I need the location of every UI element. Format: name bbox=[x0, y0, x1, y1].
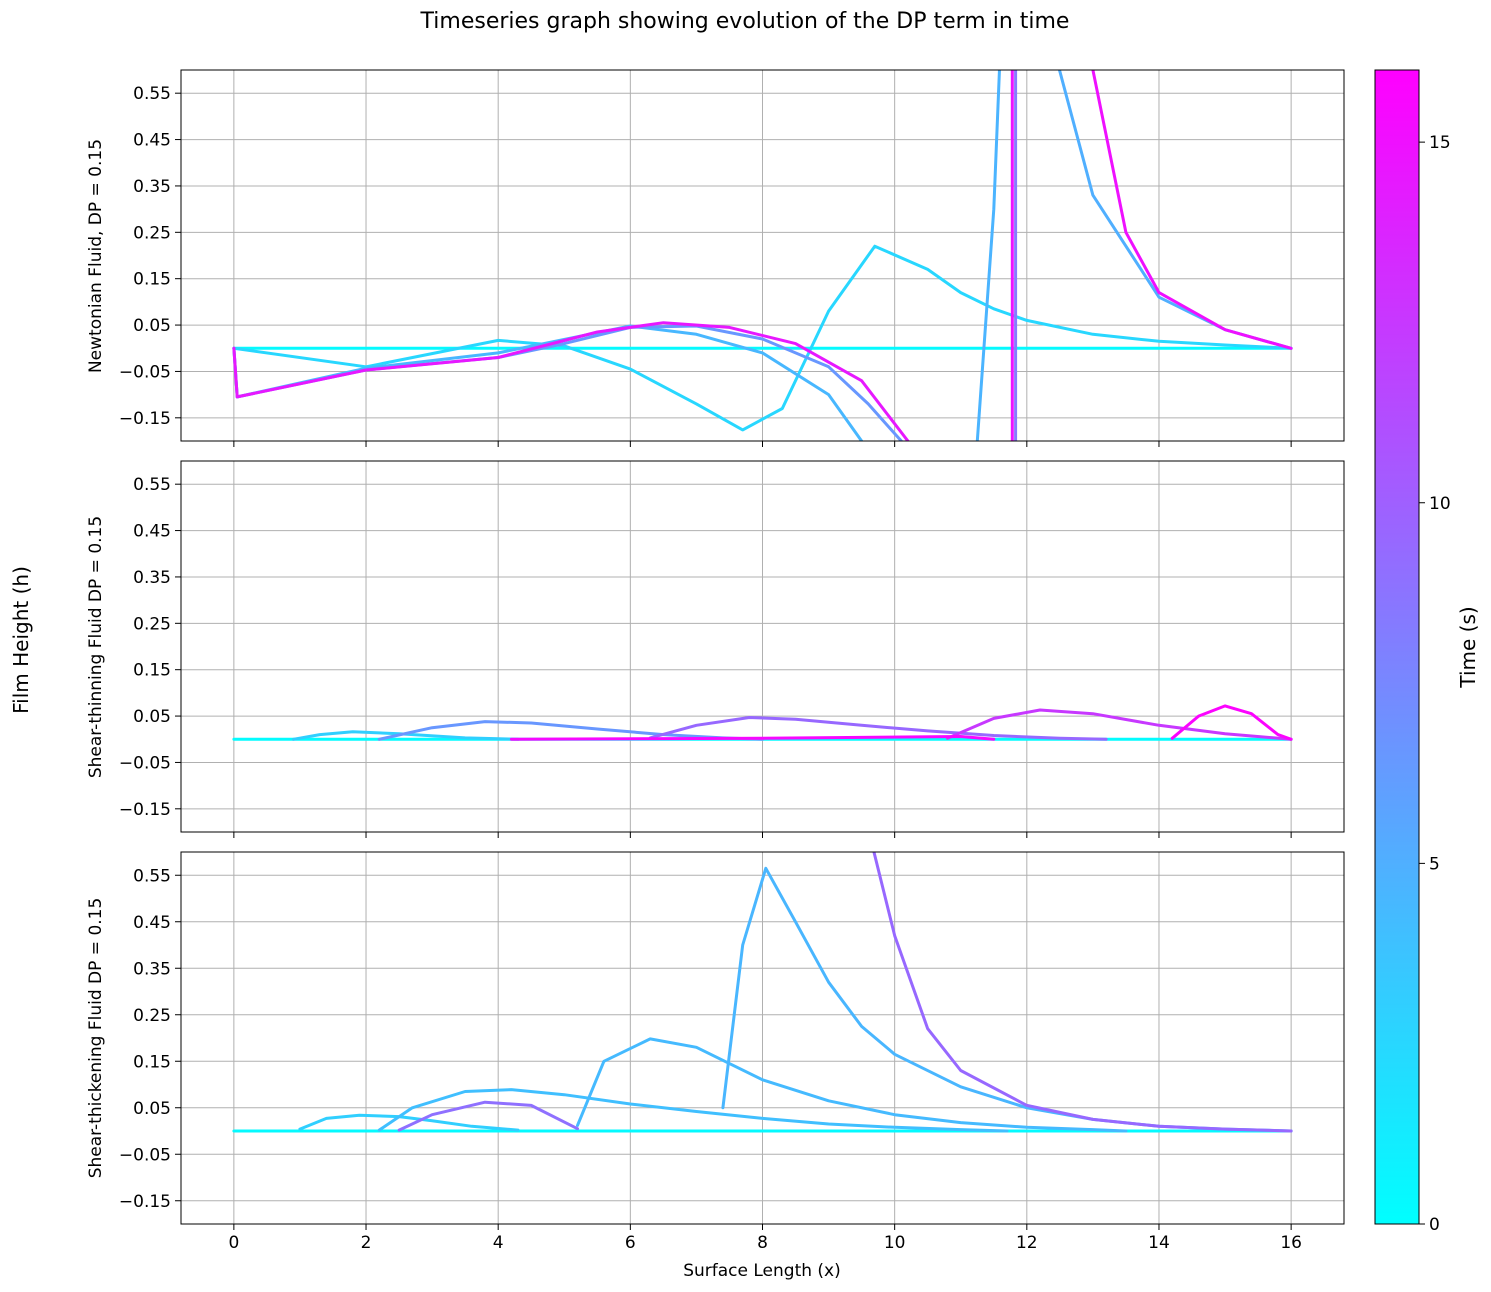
x-tick-label: 14 bbox=[1148, 1233, 1170, 1253]
series-line bbox=[377, 1088, 1009, 1133]
panel-2-lines bbox=[232, 852, 1293, 1133]
y-tick-label: −0.15 bbox=[119, 1192, 171, 1212]
y-tick-label: 0.25 bbox=[133, 614, 171, 634]
series-line bbox=[1057, 70, 1293, 350]
y-tick-label: 0.25 bbox=[133, 1006, 171, 1026]
panel-shear-thickening: 0 2 4 6 8 10 12 14 16 0.55 0.45 0.35 0.25 0.15 0.05 −0.… bbox=[86, 851, 1345, 1253]
y-tick-label: 0.55 bbox=[133, 866, 171, 886]
series-line bbox=[721, 866, 1293, 1133]
series-line bbox=[576, 1037, 1128, 1133]
colorbar-label: Time (s) bbox=[1456, 606, 1480, 688]
x-tick-label: 0 bbox=[228, 1233, 239, 1253]
panel-2-ticks: 0 2 4 6 8 10 12 14 16 0.55 0.45 0.35 0.25 0.15 0.05 −0.… bbox=[119, 866, 1302, 1253]
panel-0-ticks: 0.55 0.45 0.35 0.25 0.15 0.05 −0.05 −0.15 bbox=[119, 84, 1292, 447]
y-tick-label: 0.15 bbox=[133, 1052, 171, 1072]
x-tick-label: 6 bbox=[625, 1233, 636, 1253]
series-line bbox=[1170, 704, 1293, 741]
panel-0-y-label: Newtonian Fluid, DP = 0.15 bbox=[86, 139, 106, 373]
series-line bbox=[232, 321, 910, 441]
y-tick-label: 0.05 bbox=[133, 316, 171, 336]
y-tick-label: 0.45 bbox=[133, 131, 171, 151]
series-line bbox=[648, 716, 1108, 741]
colorbar-tick-label: 15 bbox=[1429, 133, 1451, 153]
x-tick-label: 4 bbox=[493, 1233, 504, 1253]
series-line bbox=[298, 1113, 520, 1132]
y-tick-label: 0.55 bbox=[133, 84, 171, 104]
panel-shear-thinning: 0.55 0.45 0.35 0.25 0.15 0.05 −0.05 −0.15 Shear… bbox=[86, 460, 1345, 838]
y-tick-label: −0.15 bbox=[119, 409, 171, 429]
panel-0-grid bbox=[181, 70, 1344, 441]
panel-newtonian: 0.55 0.45 0.35 0.25 0.15 0.05 −0.05 −0.15 Newto… bbox=[86, 69, 1345, 447]
x-tick-label: 8 bbox=[757, 1233, 768, 1253]
x-tick-label: 12 bbox=[1016, 1233, 1038, 1253]
y-tick-label: 0.15 bbox=[133, 661, 171, 681]
panel-1-ticks: 0.55 0.45 0.35 0.25 0.15 0.05 −0.05 −0.15 bbox=[119, 475, 1292, 838]
x-tick-label: 2 bbox=[361, 1233, 372, 1253]
y-tick-label: 0.35 bbox=[133, 177, 171, 197]
y-tick-label: 0.35 bbox=[133, 959, 171, 979]
x-tick-label: 16 bbox=[1280, 1233, 1302, 1253]
panel-1-grid bbox=[181, 461, 1344, 832]
panel-2-grid bbox=[181, 852, 1344, 1224]
y-tick-label: 0.45 bbox=[133, 913, 171, 933]
chart-title: Timeseries graph showing evolution of th… bbox=[420, 9, 1070, 34]
panel-1-y-label: Shear-thinning Fluid DP = 0.15 bbox=[86, 516, 106, 778]
series-line bbox=[872, 852, 1293, 1133]
y-tick-label: −0.05 bbox=[119, 1145, 171, 1165]
colorbar-tick-label: 0 bbox=[1429, 1215, 1440, 1235]
y-tick-label: 0.55 bbox=[133, 475, 171, 495]
series-line bbox=[975, 70, 1001, 441]
series-line bbox=[291, 730, 520, 741]
series-line bbox=[232, 324, 903, 441]
panel-0-lines bbox=[232, 70, 1293, 441]
y-tick-label: 0.45 bbox=[133, 522, 171, 542]
y-tick-label: −0.15 bbox=[119, 800, 171, 820]
series-line bbox=[946, 708, 1293, 741]
shared-y-axis-label: Film Height (h) bbox=[9, 566, 33, 714]
colorbar-ticks: 0 5 10 15 bbox=[1419, 133, 1451, 1235]
x-tick-label: 10 bbox=[884, 1233, 906, 1253]
x-axis-label: Surface Length (x) bbox=[683, 1261, 841, 1281]
colorbar-gradient bbox=[1374, 69, 1420, 1225]
y-tick-label: 0.05 bbox=[133, 707, 171, 727]
series-line bbox=[509, 735, 996, 741]
y-tick-label: 0.15 bbox=[133, 270, 171, 290]
series-line bbox=[1091, 70, 1293, 350]
colorbar-tick-label: 10 bbox=[1429, 494, 1451, 514]
y-tick-label: −0.05 bbox=[119, 362, 171, 382]
colorbar: 0 5 10 15 Time (s) bbox=[1374, 69, 1480, 1235]
y-tick-label: 0.35 bbox=[133, 568, 171, 588]
panel-1-lines bbox=[232, 704, 1293, 741]
y-tick-label: −0.05 bbox=[119, 753, 171, 773]
colorbar-tick-label: 5 bbox=[1429, 854, 1440, 874]
y-tick-label: 0.05 bbox=[133, 1099, 171, 1119]
series-line bbox=[397, 1100, 579, 1132]
y-tick-label: 0.25 bbox=[133, 223, 171, 243]
panel-2-y-label: Shear-thickening Fluid DP = 0.15 bbox=[86, 898, 106, 1179]
